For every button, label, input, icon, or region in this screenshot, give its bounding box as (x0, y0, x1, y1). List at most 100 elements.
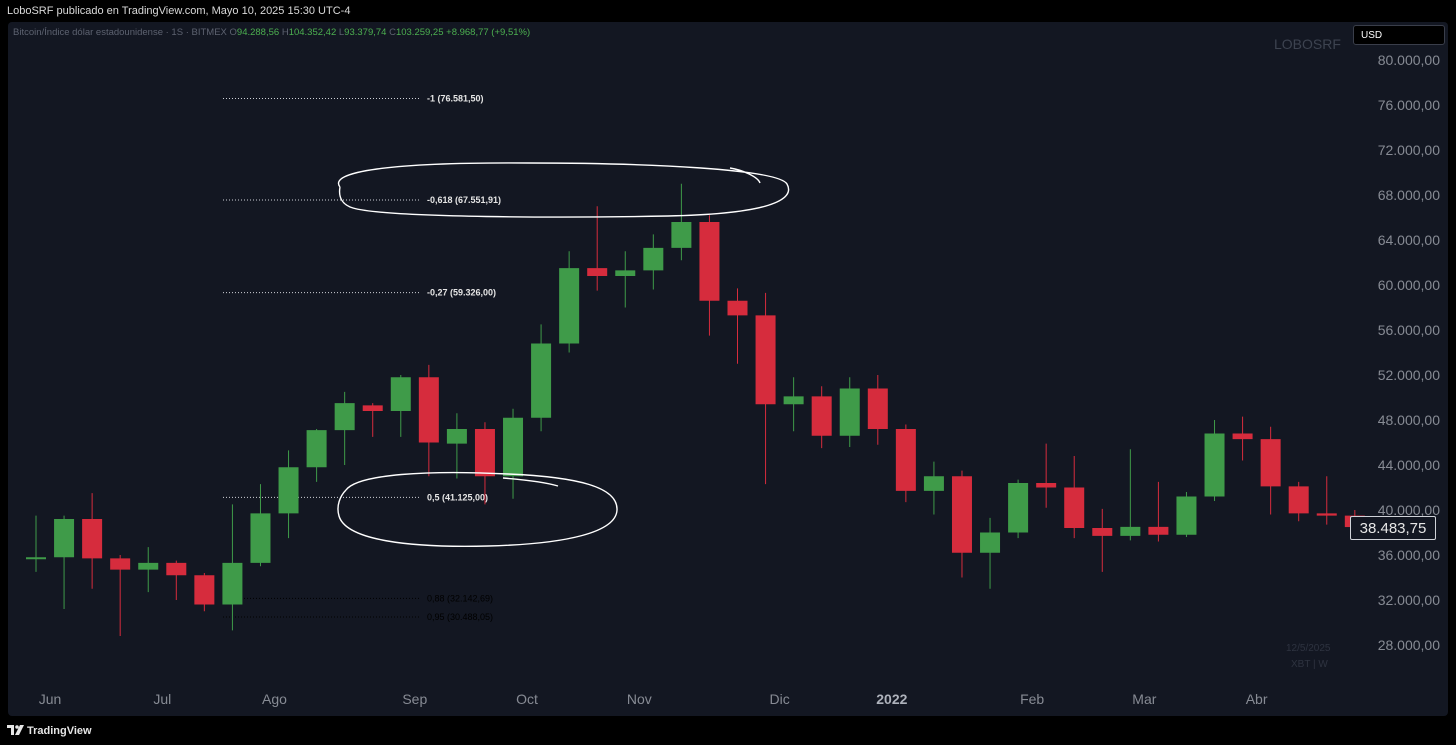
candle[interactable] (615, 251, 636, 308)
candle[interactable] (587, 206, 608, 291)
candle[interactable] (222, 504, 243, 631)
candle[interactable] (138, 547, 159, 593)
candle[interactable] (980, 517, 1001, 589)
candle[interactable] (278, 450, 299, 539)
candle-body (390, 377, 411, 411)
x-tick-label: Sep (402, 691, 427, 707)
candle-body (278, 467, 299, 514)
candle[interactable] (166, 560, 187, 600)
candle[interactable] (1204, 420, 1225, 501)
candlestick-chart[interactable]: -1 (76.581,50) -0,618 (67.551,91) -0,27 (5… (8, 22, 1448, 716)
candle-body (334, 403, 355, 431)
watermark-text: LOBOSRF (1274, 36, 1341, 52)
x-tick-label: 2022 (876, 691, 907, 707)
legend-h-value: 104.352,42 (288, 27, 337, 38)
candle[interactable] (362, 403, 383, 437)
candle-body (699, 222, 720, 301)
candle[interactable] (446, 413, 467, 479)
candle-body (615, 270, 636, 276)
y-tick-label: 32.000,00 (1378, 592, 1440, 608)
candle-body (306, 430, 327, 468)
candle-body (1148, 526, 1169, 535)
candle-body (1260, 439, 1281, 487)
candle-body (980, 532, 1001, 553)
candle[interactable] (671, 183, 692, 261)
y-tick-label: 36.000,00 (1378, 547, 1440, 563)
candle-body (54, 519, 75, 558)
ellipse-drawing-lower (337, 471, 618, 547)
candle[interactable] (110, 555, 131, 636)
candle[interactable] (1316, 476, 1337, 525)
chart-panel[interactable]: -1 (76.581,50) -0,618 (67.551,91) -0,27 (5… (8, 22, 1448, 716)
candle[interactable] (1120, 449, 1141, 541)
candle-body (783, 396, 804, 405)
x-tick-label: Feb (1020, 691, 1044, 707)
candle-body (250, 513, 271, 563)
candle-body (1176, 496, 1197, 535)
candle[interactable] (1008, 479, 1029, 539)
candle[interactable] (1288, 481, 1309, 522)
candle-body (222, 562, 243, 605)
candle-body (1008, 483, 1029, 533)
x-tick-label: Nov (627, 691, 652, 707)
candle[interactable] (559, 251, 580, 353)
candle[interactable] (390, 375, 411, 437)
candle[interactable] (783, 377, 804, 432)
candle-body (503, 417, 524, 477)
candle[interactable] (503, 408, 524, 499)
x-tick-label: Oct (516, 691, 538, 707)
x-tick-label: Dic (769, 691, 789, 707)
candle[interactable] (1232, 416, 1253, 461)
x-tick-label: Abr (1246, 691, 1268, 707)
candle[interactable] (1176, 492, 1197, 537)
candle[interactable] (82, 493, 103, 589)
y-tick-label: 68.000,00 (1378, 187, 1440, 203)
candle-body (559, 268, 580, 344)
ohlc-legend: Bitcoin/Índice dólar estadounidense · 1S… (13, 27, 530, 38)
y-tick-label: 56.000,00 (1378, 322, 1440, 338)
fib-level-label: 0,88 (32.142,69) (427, 593, 493, 603)
candle[interactable] (1148, 481, 1169, 542)
candle[interactable] (643, 234, 664, 290)
candle[interactable] (418, 364, 439, 477)
candle[interactable] (1260, 426, 1281, 515)
candle[interactable] (811, 386, 832, 449)
footer-brand: TradingView (27, 725, 92, 737)
date-stamp: 12/5/2025 (1286, 643, 1331, 654)
candle[interactable] (699, 215, 720, 336)
y-tick-label: 80.000,00 (1378, 52, 1440, 68)
candle[interactable] (26, 515, 46, 572)
candle[interactable] (867, 375, 888, 445)
candle-body (951, 476, 972, 553)
candle[interactable] (1064, 456, 1085, 539)
candle[interactable] (895, 424, 916, 503)
candle[interactable] (1092, 508, 1113, 572)
candle[interactable] (474, 422, 495, 505)
candle[interactable] (334, 391, 355, 465)
candle[interactable] (531, 324, 552, 432)
y-tick-label: 44.000,00 (1378, 457, 1440, 473)
currency-button[interactable]: USD (1353, 25, 1445, 45)
candle-body (1064, 487, 1085, 528)
y-tick-label: 40.000,00 (1378, 502, 1440, 518)
fib-level-label: -1 (76.581,50) (427, 93, 484, 103)
candle[interactable] (54, 515, 75, 609)
candle[interactable] (951, 470, 972, 578)
x-tick-label: Ago (262, 691, 287, 707)
time-axis: Jun Jul Ago Sep Oct Nov Dic 2022 Feb Mar Abr (39, 691, 1268, 707)
candle[interactable] (250, 484, 271, 567)
tradingview-logo-icon (7, 725, 24, 735)
candle[interactable] (839, 377, 860, 447)
fibonacci-levels: -1 (76.581,50) -0,618 (67.551,91) -0,27 (5… (223, 93, 501, 622)
candle[interactable] (923, 461, 944, 515)
candle[interactable] (755, 292, 776, 485)
candle[interactable] (194, 573, 215, 612)
candle[interactable] (306, 429, 327, 482)
y-tick-label: 52.000,00 (1378, 367, 1440, 383)
candle-body (110, 558, 131, 570)
candle[interactable] (1036, 443, 1057, 508)
candle-body (755, 315, 776, 405)
candle-body (923, 476, 944, 491)
candle[interactable] (727, 288, 748, 364)
candle-body (839, 388, 860, 436)
